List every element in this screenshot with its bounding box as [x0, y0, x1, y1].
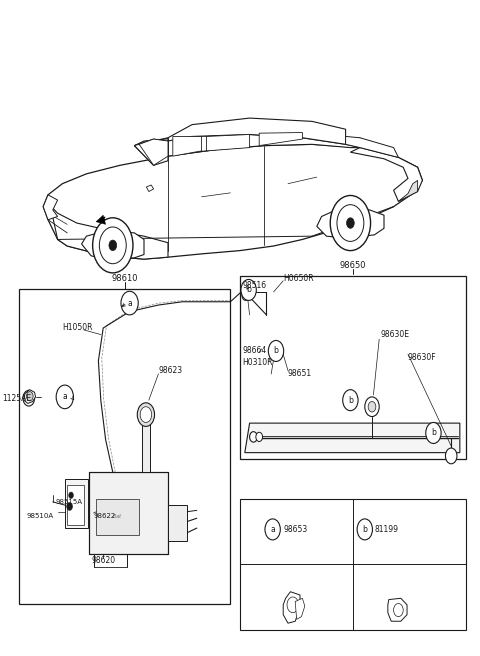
Text: a: a [62, 392, 67, 401]
Text: b: b [274, 346, 278, 356]
Bar [96, 499, 139, 535]
Polygon shape [283, 592, 300, 623]
Text: 98664: 98664 [242, 346, 267, 356]
Text: Fiat: Fiat [113, 514, 122, 519]
Polygon shape [146, 185, 154, 192]
Circle shape [347, 218, 354, 228]
Circle shape [241, 279, 256, 300]
Text: 81199: 81199 [374, 525, 398, 534]
Text: 98630E: 98630E [381, 330, 409, 339]
Circle shape [394, 604, 403, 617]
Bar [240, 499, 466, 630]
Text: 98620: 98620 [91, 556, 115, 565]
Text: a: a [270, 525, 275, 534]
Bar [94, 554, 127, 567]
Circle shape [109, 240, 117, 251]
Circle shape [137, 403, 155, 426]
Circle shape [357, 519, 372, 540]
Circle shape [268, 340, 284, 361]
Text: H0310R: H0310R [242, 358, 273, 367]
Polygon shape [317, 210, 384, 238]
Polygon shape [295, 598, 305, 619]
Circle shape [242, 290, 250, 300]
Bar [67, 485, 84, 525]
Circle shape [287, 597, 299, 613]
Polygon shape [134, 139, 168, 165]
Polygon shape [82, 231, 144, 259]
Bar [89, 472, 168, 554]
Circle shape [140, 407, 152, 422]
Bar [240, 276, 466, 459]
Text: 98651: 98651 [288, 369, 312, 379]
Circle shape [337, 205, 364, 241]
Text: H0650R: H0650R [283, 274, 314, 283]
Circle shape [121, 291, 138, 315]
Polygon shape [168, 118, 346, 144]
Text: 98515A: 98515A [55, 499, 82, 505]
Text: b: b [246, 285, 251, 295]
Text: 98630F: 98630F [408, 353, 437, 362]
Text: b: b [431, 428, 436, 438]
Bar [89, 472, 168, 554]
Bar [142, 417, 150, 472]
Polygon shape [134, 134, 360, 165]
Text: b: b [348, 396, 353, 405]
Polygon shape [245, 423, 460, 453]
Text: H1050R: H1050R [62, 323, 93, 333]
Text: 98516: 98516 [242, 281, 266, 290]
Polygon shape [173, 136, 202, 156]
Text: 98623: 98623 [158, 366, 182, 375]
Polygon shape [350, 148, 422, 201]
Circle shape [343, 390, 358, 411]
Circle shape [250, 432, 257, 442]
Circle shape [56, 385, 73, 409]
Text: 98653: 98653 [283, 525, 308, 534]
Polygon shape [139, 139, 168, 165]
Polygon shape [346, 136, 398, 157]
Polygon shape [43, 144, 422, 259]
Circle shape [67, 502, 72, 510]
Polygon shape [206, 134, 250, 151]
Circle shape [93, 218, 133, 273]
Circle shape [365, 397, 379, 417]
Text: a: a [127, 298, 132, 308]
Circle shape [445, 448, 457, 464]
Polygon shape [398, 180, 418, 201]
Polygon shape [96, 215, 106, 224]
Bar [19, 289, 230, 604]
Text: 98622: 98622 [94, 513, 116, 520]
Circle shape [23, 390, 35, 406]
Text: 1125AE: 1125AE [2, 394, 32, 403]
Polygon shape [48, 195, 168, 259]
Circle shape [426, 422, 441, 443]
Circle shape [26, 392, 33, 401]
Bar [168, 505, 187, 541]
Circle shape [368, 401, 376, 412]
Text: 98650: 98650 [339, 261, 366, 270]
Text: 98610: 98610 [111, 274, 138, 283]
Bar [65, 479, 88, 528]
Polygon shape [259, 133, 302, 146]
Circle shape [69, 492, 73, 499]
Circle shape [330, 195, 371, 251]
Circle shape [99, 227, 126, 264]
Polygon shape [24, 390, 36, 403]
Text: 98510A: 98510A [26, 513, 54, 520]
Circle shape [265, 519, 280, 540]
Circle shape [256, 432, 263, 441]
Polygon shape [388, 598, 407, 621]
Text: b: b [362, 525, 367, 534]
Polygon shape [43, 195, 58, 220]
